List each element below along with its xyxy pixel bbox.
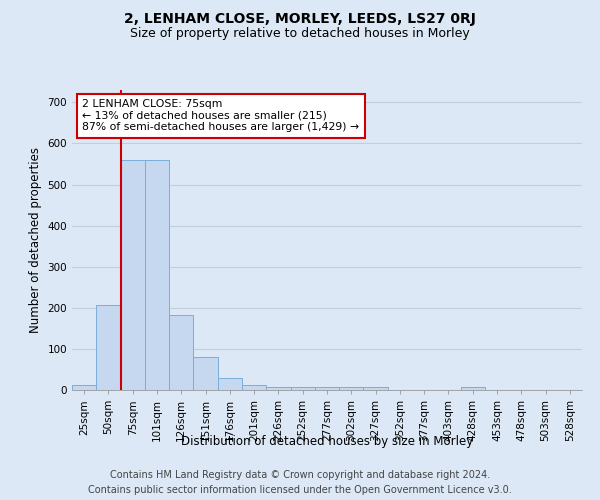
Bar bbox=[315, 386, 339, 390]
Bar bbox=[461, 387, 485, 390]
Bar bbox=[339, 386, 364, 390]
Bar bbox=[145, 160, 169, 390]
Bar bbox=[218, 378, 242, 390]
Y-axis label: Number of detached properties: Number of detached properties bbox=[29, 147, 42, 333]
Bar bbox=[121, 160, 145, 390]
Text: Size of property relative to detached houses in Morley: Size of property relative to detached ho… bbox=[130, 28, 470, 40]
Text: 2 LENHAM CLOSE: 75sqm
← 13% of detached houses are smaller (215)
87% of semi-det: 2 LENHAM CLOSE: 75sqm ← 13% of detached … bbox=[82, 99, 359, 132]
Bar bbox=[72, 384, 96, 390]
Bar bbox=[193, 357, 218, 390]
Bar bbox=[96, 305, 121, 390]
Bar bbox=[242, 385, 266, 390]
Text: Contains HM Land Registry data © Crown copyright and database right 2024.: Contains HM Land Registry data © Crown c… bbox=[110, 470, 490, 480]
Bar bbox=[364, 386, 388, 390]
Text: Contains public sector information licensed under the Open Government Licence v3: Contains public sector information licen… bbox=[88, 485, 512, 495]
Bar bbox=[290, 386, 315, 390]
Bar bbox=[169, 315, 193, 390]
Text: Distribution of detached houses by size in Morley: Distribution of detached houses by size … bbox=[181, 435, 473, 448]
Bar bbox=[266, 386, 290, 390]
Text: 2, LENHAM CLOSE, MORLEY, LEEDS, LS27 0RJ: 2, LENHAM CLOSE, MORLEY, LEEDS, LS27 0RJ bbox=[124, 12, 476, 26]
